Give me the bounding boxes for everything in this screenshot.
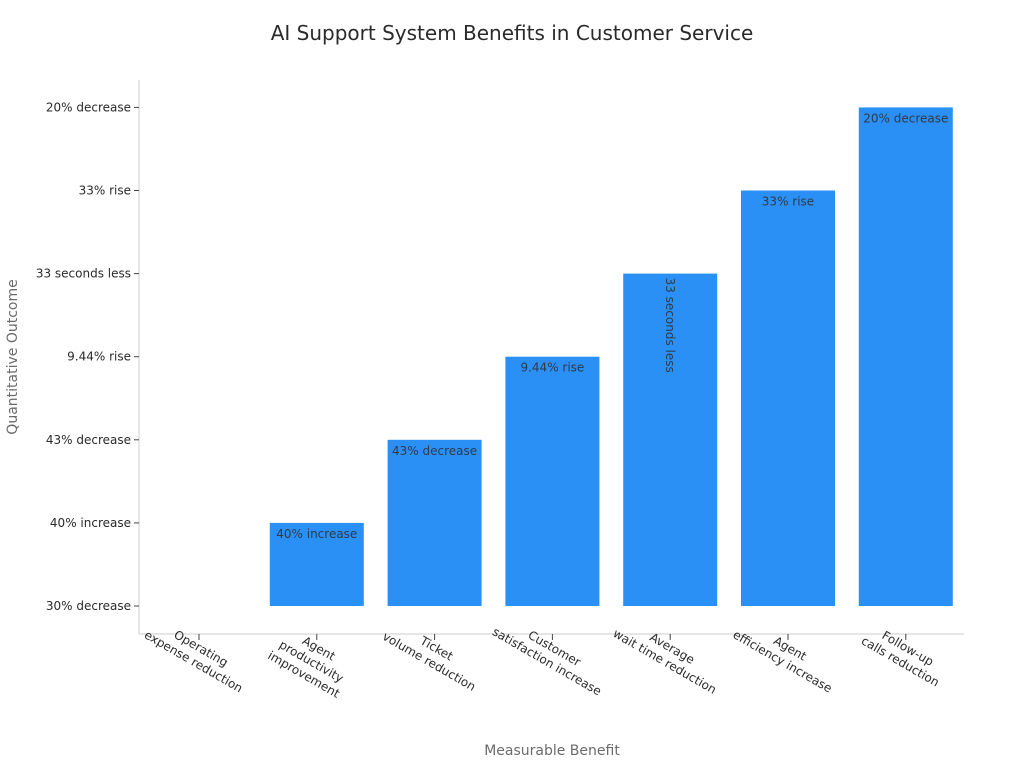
y-tick-label-33-seconds-less: 33 seconds less xyxy=(36,267,131,281)
y-tick-label-30-decrease: 30% decrease xyxy=(46,599,131,613)
plot-area: 30% decrease 40% increase 43% decrease 9.44… xyxy=(36,80,964,701)
y-tick-label-33-rise: 33% rise xyxy=(79,184,131,198)
x-tick-label-4: Averagewait time reduction xyxy=(611,613,727,697)
bar-5 xyxy=(741,190,835,606)
bar-data-label-1: 40% increase xyxy=(276,527,357,541)
chart-title: AI Support System Benefits in Customer S… xyxy=(271,21,754,45)
bar-data-labels: 40% increase 43% decrease 9.44% rise 33 sec… xyxy=(276,111,948,541)
bar-2 xyxy=(387,439,482,606)
bar-data-label-6: 20% decrease xyxy=(863,111,948,125)
x-tick-label-2: Ticketvolume reduction xyxy=(380,616,486,694)
y-axis-title: Quantitative Outcome xyxy=(5,279,21,434)
bar-data-label-3: 9.44% rise xyxy=(520,361,584,375)
bar-data-label-4: 33 seconds less xyxy=(663,278,677,373)
x-axis-title: Measurable Benefit xyxy=(484,743,620,759)
x-tick-label-5: Agentefficiency increase xyxy=(731,614,842,695)
x-tick-label-3: Customersatisfaction increase xyxy=(490,612,611,699)
bar-data-label-5: 33% rise xyxy=(762,195,814,209)
bar-1 xyxy=(269,522,364,606)
x-tick-label-0: Operatingexpense reduction xyxy=(142,615,253,696)
bar-6 xyxy=(858,107,953,607)
bars xyxy=(269,107,953,607)
bar-data-label-2: 43% decrease xyxy=(392,444,477,458)
y-tick-label-43-decrease: 43% decrease xyxy=(46,433,131,447)
y-tick-label-9-44-rise: 9.44% rise xyxy=(67,350,131,364)
bar-4 xyxy=(623,273,718,606)
y-tick-label-40-increase: 40% increase xyxy=(50,516,131,530)
y-axis-ticks: 30% decrease 40% increase 43% decrease 9.44… xyxy=(36,100,139,613)
y-tick-label-20-decrease: 20% decrease xyxy=(46,100,131,114)
x-tick-label-6: Follow-upcalls reduction xyxy=(859,621,949,690)
x-axis-ticks: Operatingexpense reduction Agentproductiv… xyxy=(142,612,949,701)
bar-3 xyxy=(505,356,600,606)
